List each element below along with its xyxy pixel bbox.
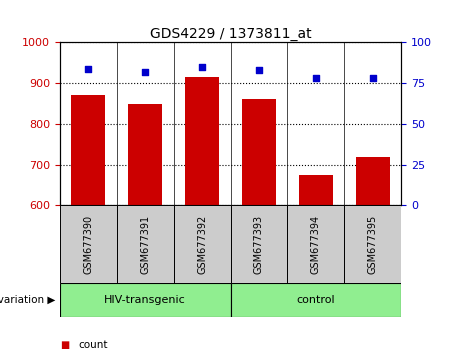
Bar [185, 77, 219, 205]
Point [198, 64, 206, 70]
Point [312, 75, 319, 81]
Bar [344, 205, 401, 283]
Bar [230, 205, 287, 283]
Point [255, 67, 263, 73]
Bar [60, 283, 230, 317]
Bar [117, 205, 174, 283]
Bar [174, 205, 230, 283]
Text: GSM677393: GSM677393 [254, 215, 264, 274]
Text: GSM677392: GSM677392 [197, 215, 207, 274]
Text: GSM677390: GSM677390 [83, 215, 94, 274]
Bar [230, 283, 401, 317]
Bar [242, 99, 276, 205]
Bar [299, 175, 333, 205]
Text: control: control [296, 295, 335, 305]
Text: GSM677395: GSM677395 [367, 215, 378, 274]
Point [85, 66, 92, 72]
Text: genotype/variation ▶: genotype/variation ▶ [0, 295, 55, 305]
Text: GSM677391: GSM677391 [140, 215, 150, 274]
Text: ■: ■ [60, 340, 69, 350]
Bar [287, 205, 344, 283]
Bar [355, 157, 390, 205]
Point [142, 69, 149, 75]
Bar [71, 95, 106, 205]
Text: count: count [78, 340, 108, 350]
Point [369, 75, 376, 81]
Text: GSM677394: GSM677394 [311, 215, 321, 274]
Bar [128, 103, 162, 205]
Text: HIV-transgenic: HIV-transgenic [104, 295, 186, 305]
Title: GDS4229 / 1373811_at: GDS4229 / 1373811_at [150, 28, 311, 41]
Bar [60, 205, 117, 283]
